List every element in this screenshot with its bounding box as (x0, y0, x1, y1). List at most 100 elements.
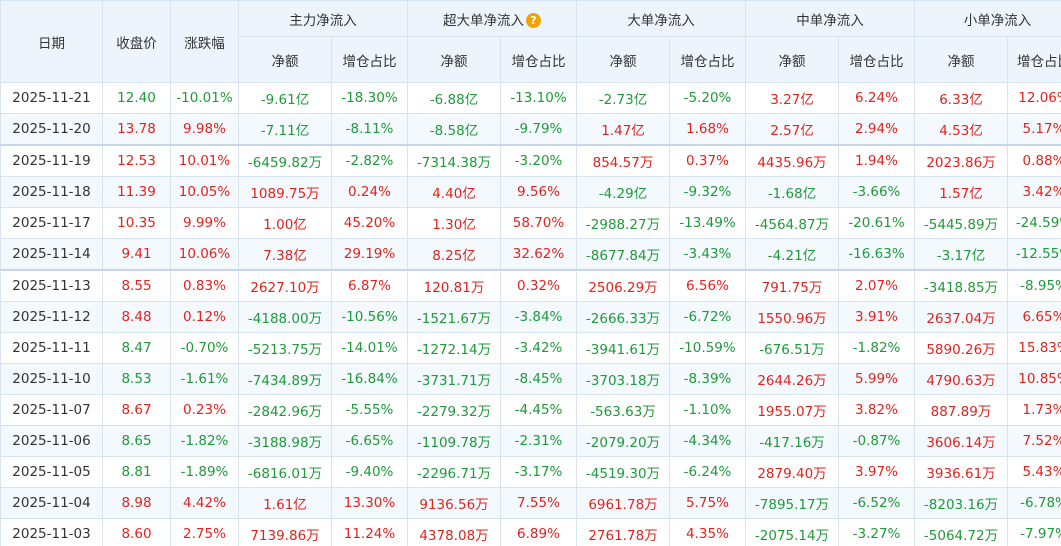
cell-xl-ratio: -9.79% (500, 113, 577, 146)
header-sub-ratio[interactable]: 增仓占比 (669, 36, 746, 83)
cell-m-ratio: 1.94% (838, 144, 915, 177)
cell-m-ratio: 2.07% (838, 269, 915, 302)
header-group-2: 大单净流入 (576, 0, 746, 37)
cell-m-ratio: -0.87% (838, 425, 915, 457)
header-sub-net[interactable]: 净额 (238, 36, 332, 83)
cell-l-net: -4519.30万 (576, 456, 670, 488)
cell-xl-net: -6.88亿 (407, 82, 501, 114)
cell-s-ratio: 10.85% (1007, 363, 1061, 395)
cell-l-ratio: -6.72% (669, 301, 746, 333)
cell-m-ratio: 3.91% (838, 301, 915, 333)
header-sub-net[interactable]: 净额 (745, 36, 839, 83)
cell-close-price: 11.39 (102, 176, 171, 208)
header-sub-net[interactable]: 净额 (407, 36, 501, 83)
header-sub-ratio[interactable]: 增仓占比 (500, 36, 577, 83)
cell-s-net: 2023.86万 (914, 144, 1008, 177)
cell-s-ratio: -7.97% (1007, 518, 1061, 546)
table-row: 2025-11-13 8.55 0.83% 2627.10万 6.87% 120.81万 0… (0, 269, 1061, 302)
header-date[interactable]: 日期 (0, 0, 103, 83)
cell-change-pct: -1.61% (170, 363, 239, 395)
cell-date: 2025-11-12 (0, 301, 103, 333)
cell-s-ratio: 7.52% (1007, 425, 1061, 457)
header-sub-ratio[interactable]: 增仓占比 (838, 36, 915, 83)
cell-main-net: 1.00亿 (238, 207, 332, 239)
cell-m-ratio: -1.82% (838, 332, 915, 364)
cell-xl-ratio: -3.20% (500, 144, 577, 177)
header-group-label: 中单净流入 (796, 12, 864, 29)
cell-l-ratio: -6.24% (669, 456, 746, 488)
cell-m-ratio: -3.27% (838, 518, 915, 546)
cell-date: 2025-11-17 (0, 207, 103, 239)
cell-m-net: -2075.14万 (745, 518, 839, 546)
cell-date: 2025-11-11 (0, 332, 103, 364)
cell-xl-net: -2279.32万 (407, 394, 501, 426)
header-close-price[interactable]: 收盘价 (102, 0, 171, 83)
cell-xl-net: -1521.67万 (407, 301, 501, 333)
cell-s-net: 4790.63万 (914, 363, 1008, 395)
cell-l-net: 854.57万 (576, 144, 670, 177)
cell-change-pct: 0.83% (170, 269, 239, 302)
cell-xl-ratio: 6.89% (500, 518, 577, 546)
cell-close-price: 8.48 (102, 301, 171, 333)
cell-date: 2025-11-13 (0, 269, 103, 302)
cell-m-ratio: 6.24% (838, 82, 915, 114)
cell-date: 2025-11-06 (0, 425, 103, 457)
header-sub-ratio[interactable]: 增仓占比 (331, 36, 408, 83)
cell-main-ratio: -6.65% (331, 425, 408, 457)
cell-s-ratio: 3.42% (1007, 176, 1061, 208)
cell-m-net: 2.57亿 (745, 113, 839, 146)
cell-xl-net: -3731.71万 (407, 363, 501, 395)
cell-main-ratio: -5.55% (331, 394, 408, 426)
cell-m-ratio: 2.94% (838, 113, 915, 146)
cell-main-net: -4188.00万 (238, 301, 332, 333)
cell-m-ratio: 3.82% (838, 394, 915, 426)
cell-main-net: 7.38亿 (238, 238, 332, 271)
cell-xl-net: 120.81万 (407, 269, 501, 302)
cell-main-net: -5213.75万 (238, 332, 332, 364)
table-row: 2025-11-05 8.81 -1.89% -6816.01万 -9.40% -2296… (0, 456, 1061, 488)
cell-date: 2025-11-20 (0, 113, 103, 146)
question-mark-icon[interactable]: ? (526, 12, 541, 28)
table-row: 2025-11-11 8.47 -0.70% -5213.75万 -14.01% -127… (0, 332, 1061, 364)
cell-s-net: 2637.04万 (914, 301, 1008, 333)
cell-s-net: 887.89万 (914, 394, 1008, 426)
cell-xl-net: -1109.78万 (407, 425, 501, 457)
cell-xl-ratio: -8.45% (500, 363, 577, 395)
cell-main-net: -2842.96万 (238, 394, 332, 426)
cell-s-ratio: 15.83% (1007, 332, 1061, 364)
cell-s-net: -3.17亿 (914, 238, 1008, 271)
header-sub-ratio[interactable]: 增仓占比 (1007, 36, 1061, 83)
cell-s-net: 3936.61万 (914, 456, 1008, 488)
cell-l-net: -2666.33万 (576, 301, 670, 333)
cell-main-ratio: -10.56% (331, 301, 408, 333)
cell-l-ratio: 0.37% (669, 144, 746, 177)
cell-main-net: -6459.82万 (238, 144, 332, 177)
cell-l-net: 2506.29万 (576, 269, 670, 302)
cell-main-ratio: -18.30% (331, 82, 408, 114)
cell-close-price: 8.47 (102, 332, 171, 364)
header-sub-net[interactable]: 净额 (914, 36, 1008, 83)
cell-date: 2025-11-21 (0, 82, 103, 114)
cell-l-net: 2761.78万 (576, 518, 670, 546)
cell-m-ratio: -20.61% (838, 207, 915, 239)
cell-s-ratio: -6.78% (1007, 487, 1061, 519)
cell-s-ratio: -24.59% (1007, 207, 1061, 239)
cell-xl-ratio: -3.17% (500, 456, 577, 488)
cell-l-net: -8677.84万 (576, 238, 670, 271)
cell-change-pct: 2.75% (170, 518, 239, 546)
header-group-4: 小单净流入 (914, 0, 1061, 37)
cell-l-ratio: -9.32% (669, 176, 746, 208)
cell-l-net: 6961.78万 (576, 487, 670, 519)
header-sub-net[interactable]: 净额 (576, 36, 670, 83)
table-row: 2025-11-06 8.65 -1.82% -3188.98万 -6.65% -1109… (0, 425, 1061, 457)
header-change-pct[interactable]: 涨跌幅 (170, 0, 239, 83)
cell-xl-ratio: -2.31% (500, 425, 577, 457)
cell-main-ratio: -16.84% (331, 363, 408, 395)
cell-change-pct: -1.89% (170, 456, 239, 488)
cell-m-net: -4564.87万 (745, 207, 839, 239)
cell-xl-net: -2296.71万 (407, 456, 501, 488)
cell-s-ratio: 0.88% (1007, 144, 1061, 177)
cell-close-price: 9.41 (102, 238, 171, 271)
table-row: 2025-11-14 9.41 10.06% 7.38亿 29.19% 8.25亿 32.6… (0, 238, 1061, 271)
cell-close-price: 8.53 (102, 363, 171, 395)
